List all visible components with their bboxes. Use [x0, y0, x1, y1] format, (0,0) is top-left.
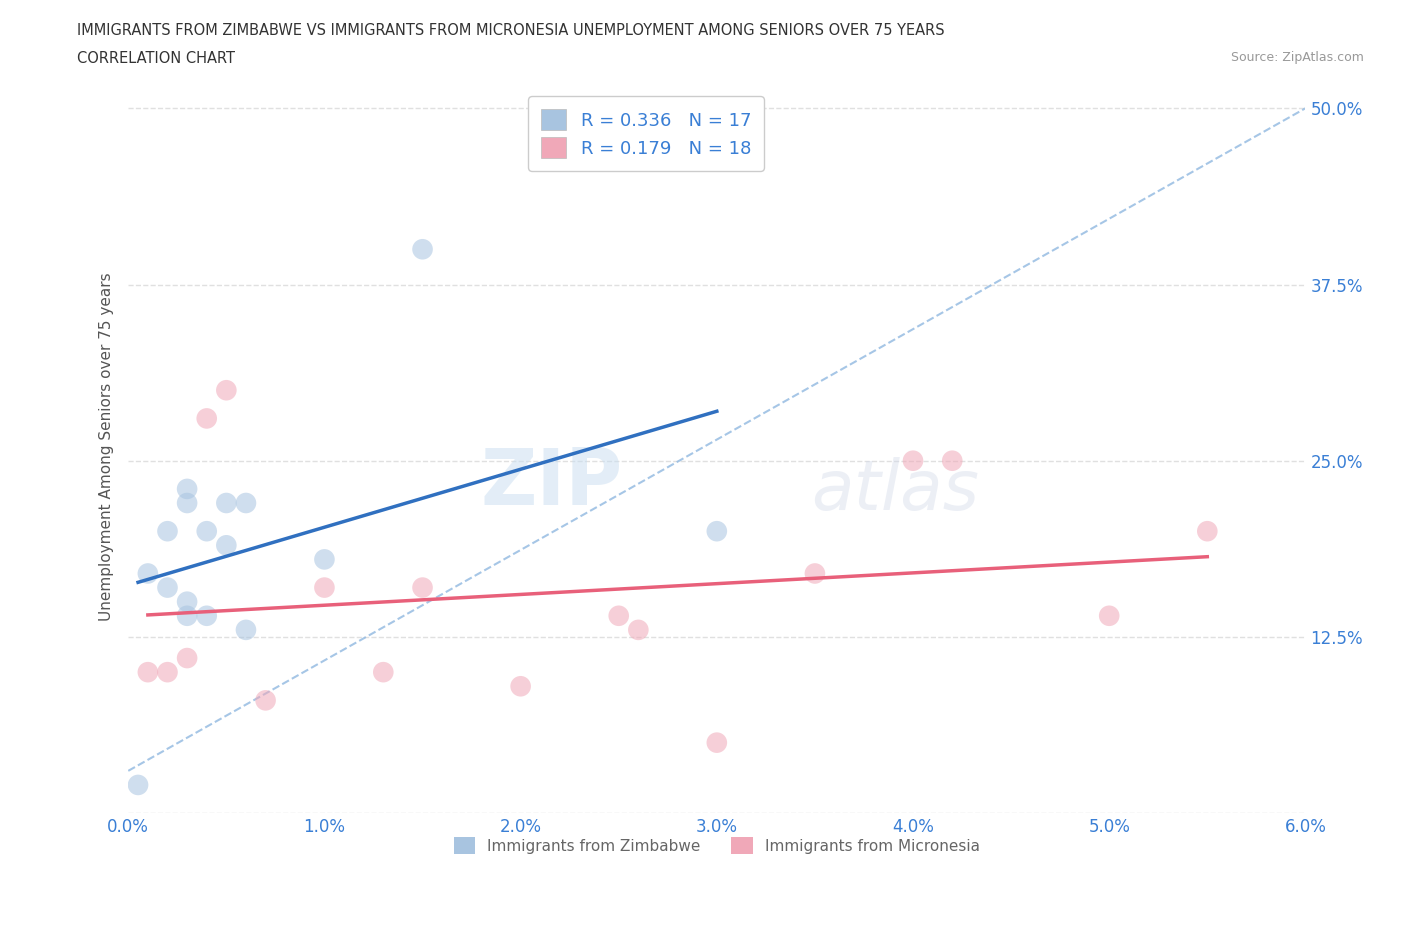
Point — [254, 693, 277, 708]
Point — [215, 496, 238, 511]
Point — [509, 679, 531, 694]
Point — [176, 594, 198, 609]
Point — [127, 777, 149, 792]
Y-axis label: Unemployment Among Seniors over 75 years: Unemployment Among Seniors over 75 years — [100, 272, 114, 621]
Text: CORRELATION CHART: CORRELATION CHART — [77, 51, 235, 66]
Point — [607, 608, 630, 623]
Text: IMMIGRANTS FROM ZIMBABWE VS IMMIGRANTS FROM MICRONESIA UNEMPLOYMENT AMONG SENIOR: IMMIGRANTS FROM ZIMBABWE VS IMMIGRANTS F… — [77, 23, 945, 38]
Point — [156, 665, 179, 680]
Point — [412, 580, 434, 595]
Point — [176, 608, 198, 623]
Point — [136, 566, 159, 581]
Point — [176, 651, 198, 666]
Point — [314, 580, 336, 595]
Point — [901, 453, 924, 468]
Point — [412, 242, 434, 257]
Point — [235, 622, 257, 637]
Text: Source: ZipAtlas.com: Source: ZipAtlas.com — [1230, 51, 1364, 64]
Text: atlas: atlas — [811, 458, 979, 525]
Point — [176, 482, 198, 497]
Point — [215, 538, 238, 552]
Point — [195, 608, 218, 623]
Point — [627, 622, 650, 637]
Point — [941, 453, 963, 468]
Point — [314, 551, 336, 566]
Point — [1197, 524, 1219, 538]
Point — [215, 383, 238, 398]
Point — [195, 524, 218, 538]
Point — [1098, 608, 1121, 623]
Point — [706, 524, 728, 538]
Text: ZIP: ZIP — [481, 445, 623, 522]
Point — [136, 665, 159, 680]
Point — [195, 411, 218, 426]
Point — [706, 736, 728, 751]
Point — [373, 665, 395, 680]
Point — [235, 496, 257, 511]
Point — [156, 580, 179, 595]
Point — [176, 496, 198, 511]
Point — [804, 566, 827, 581]
Legend: Immigrants from Zimbabwe, Immigrants from Micronesia: Immigrants from Zimbabwe, Immigrants fro… — [447, 830, 986, 860]
Point — [156, 524, 179, 538]
